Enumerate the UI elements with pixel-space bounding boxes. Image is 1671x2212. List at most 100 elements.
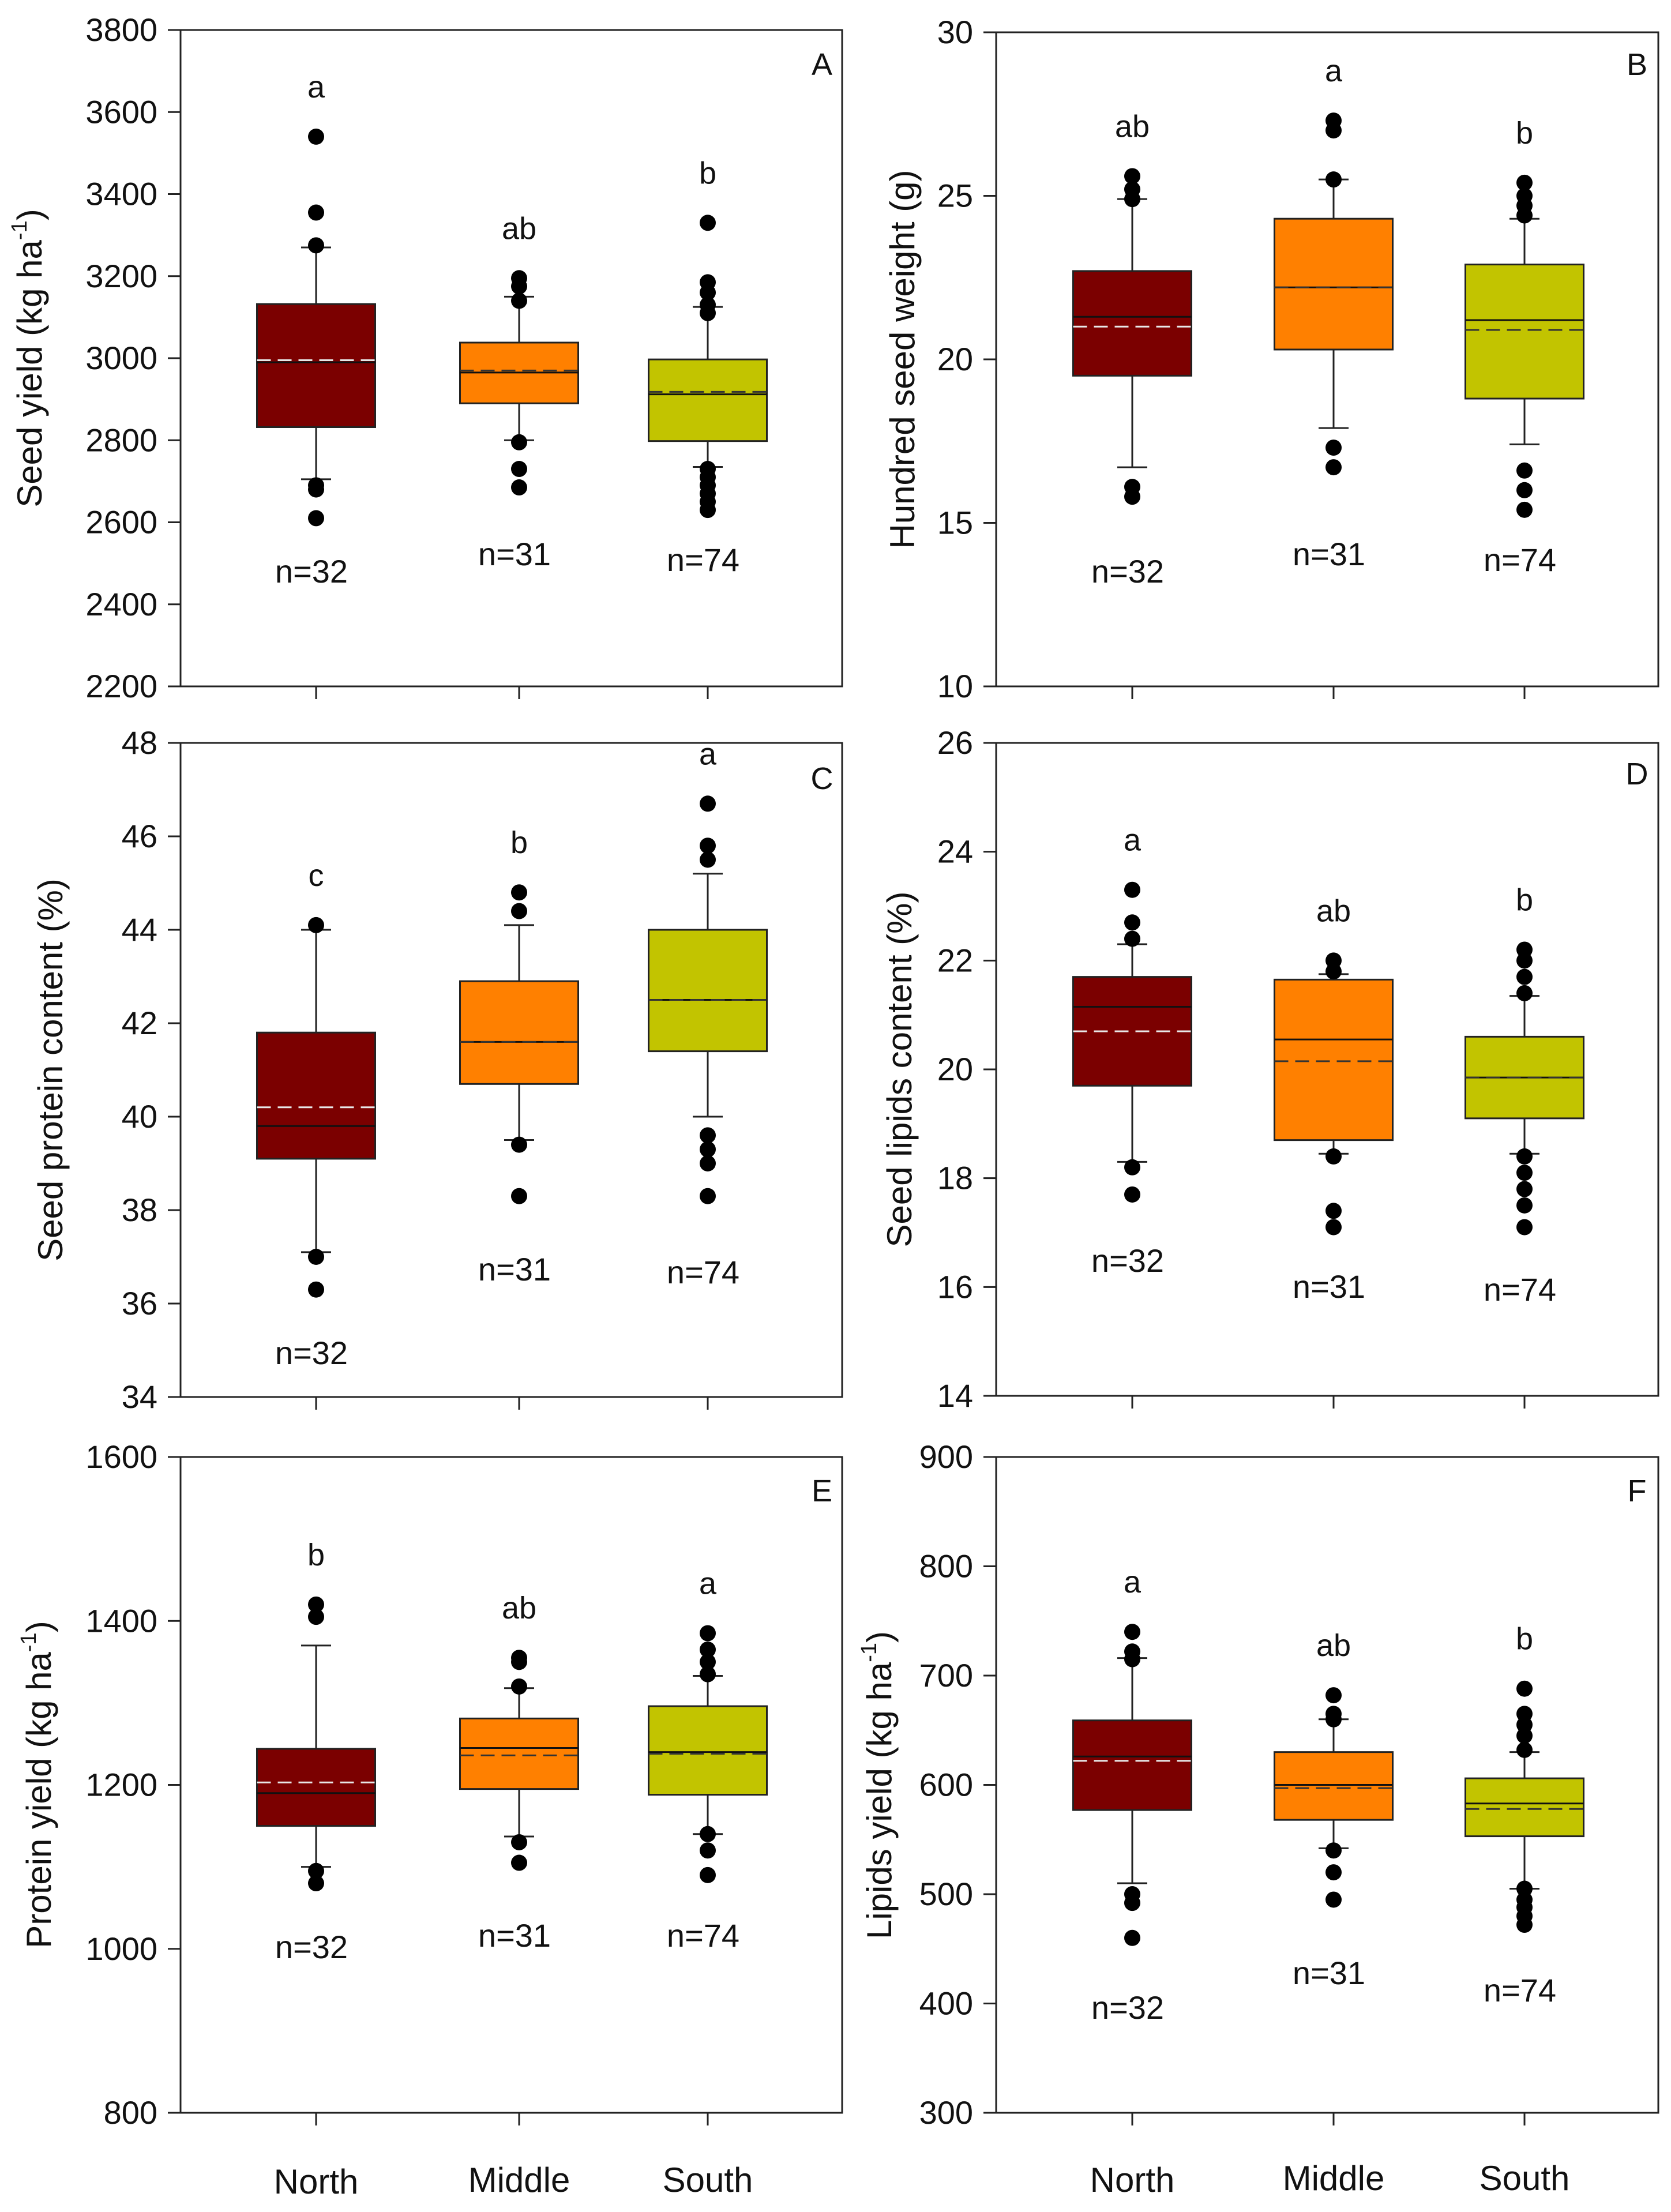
n-label-a-middle: n=31 xyxy=(478,536,551,572)
y-tick-label-a-8: 3800 xyxy=(85,12,157,48)
sig-letter-c-north: c xyxy=(309,858,324,893)
y-tick-label-a-3: 2800 xyxy=(85,422,157,458)
box-e-middle: ab n=31 xyxy=(459,1591,579,1954)
outlier-c-south-2 xyxy=(700,1141,716,1158)
outlier-f-south-8 xyxy=(1516,1706,1533,1722)
outlier-a-middle-2 xyxy=(511,434,527,450)
box-e-north: b n=32 xyxy=(256,1538,376,1965)
y-tick-label-d-0: 14 xyxy=(937,1377,973,1414)
y-tick-label-e-1: 1000 xyxy=(85,1931,157,1967)
y-tick-label-a-5: 3200 xyxy=(85,258,157,294)
y-tick-label-c-1: 36 xyxy=(122,1285,157,1321)
box-c-south: a n=74 xyxy=(648,737,768,1290)
y-tick-label-f-0: 300 xyxy=(919,2094,973,2131)
y-axis-label-a: Seed yield (kg ha-1) xyxy=(7,209,49,507)
y-tick-label-a-6: 3400 xyxy=(85,176,157,212)
x-category-middle-left: Middle xyxy=(468,2161,570,2199)
outlier-e-north-2 xyxy=(308,1609,324,1625)
outlier-b-south-0 xyxy=(1516,501,1533,518)
outlier-b-south-6 xyxy=(1516,174,1533,191)
sig-letter-e-middle: ab xyxy=(502,1591,536,1625)
y-tick-label-c-3: 40 xyxy=(122,1098,157,1135)
sig-letter-b-middle: a xyxy=(1325,54,1343,88)
sig-letter-e-north: b xyxy=(307,1538,325,1572)
box-body-e-south xyxy=(648,1705,768,1796)
n-label-e-middle: n=31 xyxy=(478,1917,551,1954)
plot-frame-c xyxy=(179,742,843,1398)
y-tick-label-a-2: 2600 xyxy=(85,504,157,540)
outlier-b-north-4 xyxy=(1124,168,1140,185)
outlier-f-north-4 xyxy=(1124,1643,1140,1660)
outlier-d-middle-1 xyxy=(1325,1203,1342,1219)
outlier-b-middle-1 xyxy=(1325,440,1342,456)
outlier-c-middle-0 xyxy=(511,1188,527,1204)
panel-letter-c: C xyxy=(811,761,833,796)
outlier-b-middle-4 xyxy=(1325,112,1342,129)
y-tick-label-b-4: 30 xyxy=(937,14,973,50)
x-category-north-right: North xyxy=(1090,2161,1175,2199)
outlier-c-south-4 xyxy=(700,851,716,868)
outlier-f-middle-4 xyxy=(1325,1706,1342,1722)
outlier-f-middle-1 xyxy=(1325,1864,1342,1881)
box-body-f-south xyxy=(1465,1777,1584,1838)
box-body-c-middle xyxy=(459,980,579,1085)
panel-letter-a: A xyxy=(812,47,832,82)
y-tick-label-a-0: 2200 xyxy=(85,668,157,704)
y-tick-label-a-7: 3600 xyxy=(85,93,157,130)
sig-letter-f-north: a xyxy=(1124,1565,1141,1599)
outlier-a-north-4 xyxy=(308,204,324,221)
outlier-f-north-2 xyxy=(1124,1886,1140,1902)
sig-letter-c-south: a xyxy=(699,737,717,771)
y-tick-label-d-2: 18 xyxy=(937,1160,973,1196)
box-body-d-north xyxy=(1072,976,1192,1087)
n-label-d-middle: n=31 xyxy=(1293,1268,1365,1305)
box-body-c-north xyxy=(256,1031,376,1160)
x-category-south-left: South xyxy=(663,2161,753,2199)
y-tick-label-e-0: 800 xyxy=(104,2094,157,2131)
outlier-e-middle-1 xyxy=(511,1834,527,1850)
box-body-b-middle xyxy=(1274,217,1394,351)
outlier-f-north-0 xyxy=(1124,1929,1140,1946)
box-body-f-north xyxy=(1072,1719,1192,1811)
y-tick-label-a-1: 2400 xyxy=(85,586,157,622)
outlier-a-north-0 xyxy=(308,510,324,527)
box-b-middle: a n=31 xyxy=(1274,54,1394,572)
panels-layer: 2200 2400 2600 2800 3000 3200 3400 3600 3800 Seed… xyxy=(7,12,1659,2131)
y-tick-label-b-0: 10 xyxy=(937,668,973,704)
outlier-e-south-3 xyxy=(700,1666,716,1683)
outlier-d-south-3 xyxy=(1516,1165,1533,1181)
outlier-c-south-1 xyxy=(700,1155,716,1171)
panel-letter-d: D xyxy=(1626,757,1649,791)
y-tick-label-b-2: 20 xyxy=(937,341,973,377)
panel-f: 300 400 500 600 700 800 900 Lipids yield (kg ha… xyxy=(857,1439,1659,2131)
outlier-f-middle-5 xyxy=(1325,1687,1342,1704)
outlier-c-north-1 xyxy=(308,1249,324,1265)
outlier-e-south-4 xyxy=(700,1654,716,1670)
y-tick-label-c-0: 34 xyxy=(122,1379,157,1415)
panel-a: 2200 2400 2600 2800 3000 3200 3400 3600 3800 Seed… xyxy=(7,12,843,704)
outlier-a-middle-3 xyxy=(511,292,527,309)
sig-letter-a-middle: ab xyxy=(502,211,536,246)
n-label-c-north: n=32 xyxy=(275,1335,348,1371)
n-label-d-south: n=74 xyxy=(1484,1271,1556,1308)
outlier-d-north-4 xyxy=(1124,881,1140,898)
outlier-e-north-0 xyxy=(308,1875,324,1892)
y-tick-label-c-4: 42 xyxy=(122,1005,157,1041)
n-label-f-middle: n=31 xyxy=(1293,1955,1365,1991)
sig-letter-d-north: a xyxy=(1124,823,1141,858)
y-tick-label-d-1: 16 xyxy=(937,1268,973,1305)
y-tick-label-c-5: 44 xyxy=(122,911,157,948)
outlier-d-middle-4 xyxy=(1325,952,1342,969)
y-tick-label-f-3: 600 xyxy=(919,1767,973,1803)
box-body-f-middle xyxy=(1274,1751,1394,1821)
outlier-f-south-4 xyxy=(1516,1880,1533,1897)
box-d-south: b n=74 xyxy=(1465,882,1584,1308)
outlier-f-middle-0 xyxy=(1325,1891,1342,1908)
outlier-e-south-6 xyxy=(700,1625,716,1642)
y-tick-label-c-2: 38 xyxy=(122,1192,157,1228)
outlier-c-south-6 xyxy=(700,795,716,812)
box-c-north: c n=32 xyxy=(256,858,376,1371)
y-tick-label-c-6: 46 xyxy=(122,818,157,854)
